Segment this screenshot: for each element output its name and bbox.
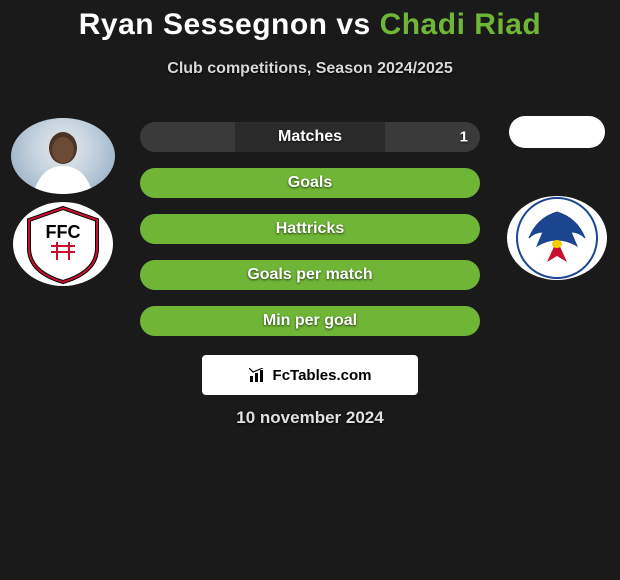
stat-bar-label: Goals — [288, 174, 332, 192]
stat-bars: Matches 1 Goals Hattricks Goals per match Min… — [140, 122, 480, 352]
title-player2: Chadi Riad — [380, 8, 542, 41]
stat-bar-mpg: Min per goal — [140, 306, 480, 336]
player-silhouette-icon — [13, 118, 113, 194]
player1-club-badge: FFC — [13, 202, 113, 286]
subtitle: Club competitions, Season 2024/2025 — [0, 60, 620, 78]
stat-bar-matches: Matches 1 — [140, 122, 480, 152]
stat-bar-value-player2: 1 — [460, 129, 468, 146]
attribution-box: FcTables.com — [202, 355, 418, 395]
stat-bar-label: Goals per match — [247, 266, 372, 284]
stat-bar-label: Min per goal — [263, 312, 357, 330]
page-title: Ryan Sessegnon vs Chadi Riad — [0, 0, 620, 42]
left-avatar-column: FFC — [8, 118, 118, 294]
attribution-text: FcTables.com — [273, 367, 372, 384]
player2-club-badge — [507, 196, 607, 280]
club-badge-icon: FFC — [13, 202, 113, 286]
title-vs: vs — [336, 8, 370, 41]
stat-bar-gpm: Goals per match — [140, 260, 480, 290]
right-avatar-column — [502, 118, 612, 288]
comparison-infographic: Ryan Sessegnon vs Chadi Riad Club compet… — [0, 0, 620, 580]
stat-bar-label: Matches — [278, 128, 342, 146]
date-text: 10 november 2024 — [0, 408, 620, 428]
club-badge-icon — [507, 196, 607, 280]
stat-bar-label: Hattricks — [276, 220, 344, 238]
svg-text:FFC: FFC — [46, 222, 81, 242]
player1-photo — [11, 118, 115, 194]
stat-bar-goals: Goals — [140, 168, 480, 198]
bar-chart-icon — [249, 368, 267, 382]
title-player1: Ryan Sessegnon — [79, 8, 328, 41]
stat-bar-hattricks: Hattricks — [140, 214, 480, 244]
player2-photo — [509, 116, 605, 148]
